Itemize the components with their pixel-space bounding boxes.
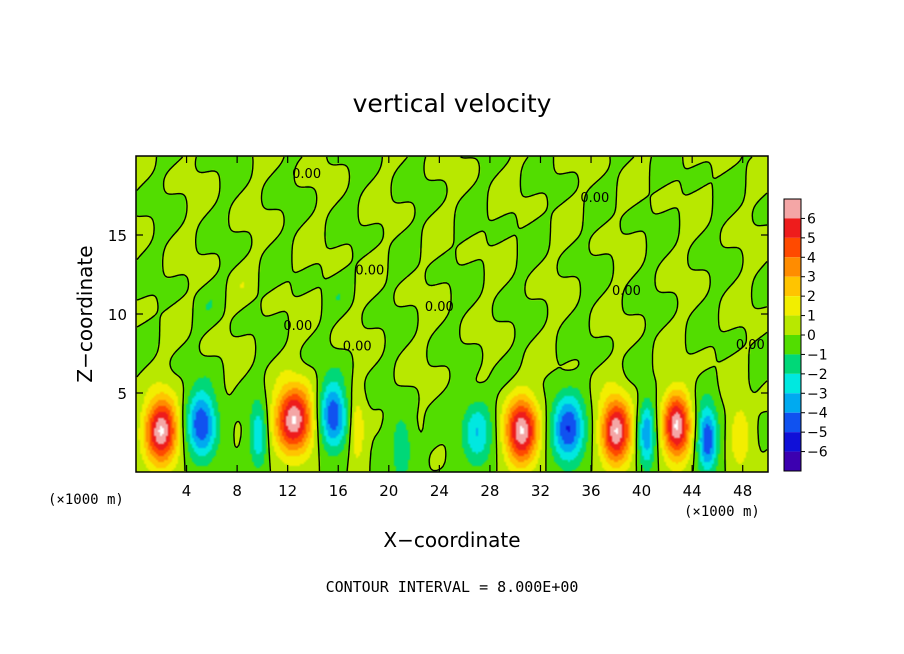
colorbar-label: −3: [807, 386, 828, 402]
colorbar-band: [784, 296, 801, 316]
x-tick-label: 8: [232, 482, 242, 500]
x-tick-label: 24: [430, 482, 449, 500]
x-tick-label: 20: [379, 482, 398, 500]
zero-contour: [136, 156, 768, 472]
x-tick-label: 48: [733, 482, 752, 500]
colorbar-band: [784, 373, 801, 394]
colorbar-label: 5: [807, 231, 816, 247]
colorbar-band: [784, 451, 801, 471]
x-tick-label: 16: [329, 482, 348, 500]
x-tick-label: 12: [278, 482, 297, 500]
x-tick-label: 28: [480, 482, 499, 500]
contour-labels: 0.00 0.00 0.00 0.00 0.00 0.00 0.00 0.00: [283, 167, 764, 354]
colorbar-band: [784, 393, 801, 413]
colorbar: 6 5 4 3 2 1 0 −1 −2 −3 −4 −5 −6: [783, 198, 828, 472]
contour-label: 0.00: [283, 319, 312, 334]
x-axis-label: X−coordinate: [383, 528, 520, 552]
contour-interval-note: CONTOUR INTERVAL = 8.000E+00: [326, 578, 579, 596]
contour-label: 0.00: [425, 300, 454, 315]
colorbar-label: −1: [807, 347, 828, 363]
y-tick-label: 15: [108, 227, 127, 245]
colorbar-label: −6: [807, 445, 828, 461]
x-tick-label: 36: [581, 482, 600, 500]
plot-area: 0.00 0.00 0.00 0.00 0.00 0.00 0.00 0.00: [136, 156, 768, 472]
contour-label: 0.00: [580, 191, 609, 206]
colorbar-band: [784, 237, 801, 258]
y-tick-label: 10: [108, 306, 127, 324]
colorbar-band: [784, 412, 801, 433]
colorbar-label: 1: [807, 309, 816, 325]
x-axis-ticks: 4 8 12 16 20 24 28 32 36 40 44 48: [182, 156, 752, 500]
colorbar-label: 3: [807, 270, 816, 286]
velocity-field: [136, 156, 768, 472]
colorbar-band: [784, 257, 801, 277]
y-axis-ticks: 5 10 15: [108, 227, 768, 403]
colorbar-label: 2: [807, 289, 816, 305]
contour-label: 0.00: [612, 284, 641, 299]
colorbar-band: [784, 199, 801, 219]
colorbar-band: [784, 335, 801, 355]
contour-label: 0.00: [736, 338, 765, 353]
x-tick-label: 4: [182, 482, 192, 500]
colorbar-band: [784, 276, 801, 297]
contour-label: 0.00: [292, 167, 321, 182]
colorbar-band: [784, 218, 801, 238]
x-unit-right: (×1000 m): [684, 504, 760, 520]
x-tick-label: 44: [683, 482, 702, 500]
colorbar-band: [784, 354, 801, 374]
chart-title: vertical velocity: [353, 89, 552, 118]
colorbar-label: 4: [807, 250, 816, 266]
zero-contour-lines: [136, 156, 768, 472]
colorbar-label: −4: [807, 406, 828, 422]
x-tick-label: 40: [632, 482, 651, 500]
x-tick-label: 32: [531, 482, 550, 500]
colorbar-label: 6: [807, 211, 816, 227]
colorbar-label: −2: [807, 367, 828, 383]
colorbar-label: 0: [807, 328, 816, 344]
contour-label: 0.00: [355, 264, 384, 279]
colorbar-band: [784, 315, 801, 335]
colorbar-label: −5: [807, 425, 828, 441]
y-tick-label: 5: [117, 385, 127, 403]
contour-label: 0.00: [343, 339, 372, 354]
y-axis-label: Z−coordinate: [73, 245, 97, 382]
colorbar-band: [784, 432, 801, 452]
x-unit-left: (×1000 m): [48, 492, 124, 508]
